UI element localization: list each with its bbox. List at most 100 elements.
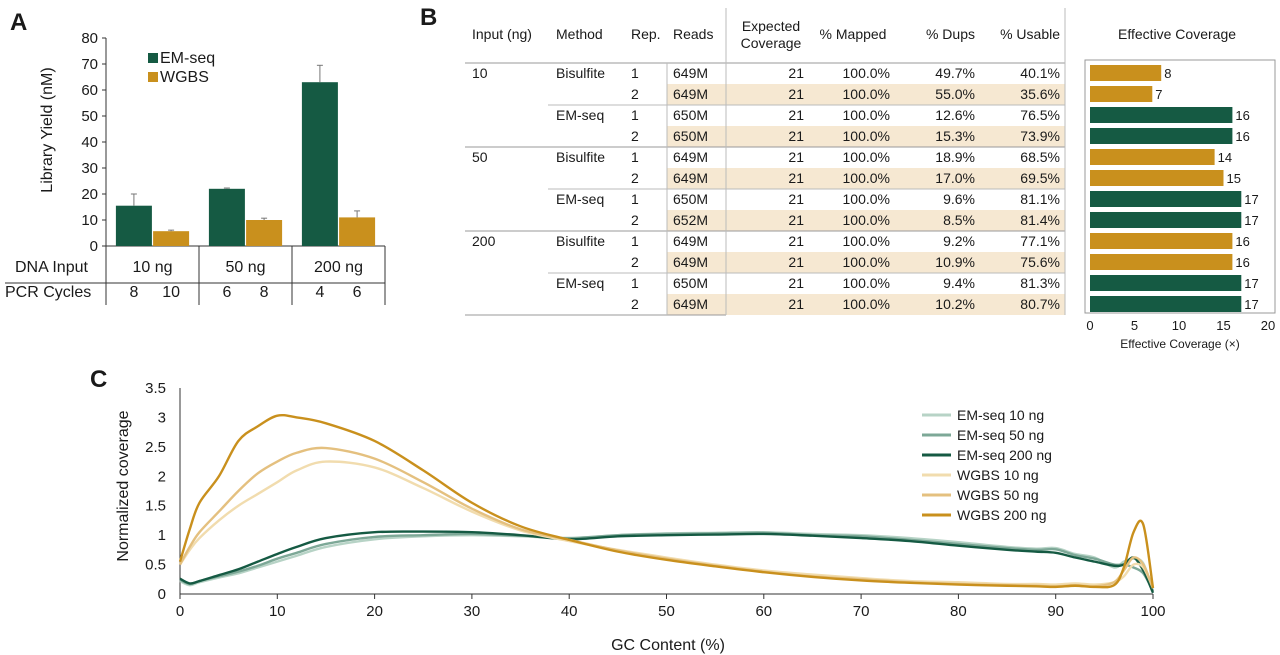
- cell-usable: 81.4%: [1020, 212, 1060, 228]
- legend-label: WGBS 200 ng: [957, 507, 1047, 523]
- cell-mapped: 100.0%: [843, 191, 890, 207]
- pcr-cycle-value: 10: [162, 284, 180, 301]
- panel-c-x-tick-label: 10: [269, 603, 286, 620]
- coverage-bar-label: 16: [1235, 129, 1249, 144]
- cell-usable: 81.3%: [1020, 275, 1060, 291]
- cell-expected-coverage: 21: [788, 296, 804, 312]
- cell-input: 10: [472, 65, 488, 81]
- coverage-bar: [1090, 254, 1233, 270]
- cell-rep: 2: [631, 212, 639, 228]
- panel-c-y-tick-label: 0: [158, 586, 166, 603]
- header-expected-coverage: Expected Coverage: [741, 18, 802, 51]
- cell-dups: 49.7%: [935, 65, 975, 81]
- cell-dups: 9.6%: [943, 191, 975, 207]
- dna-input-value: 200 ng: [314, 259, 363, 276]
- row-label-dna-input: DNA Input: [15, 259, 88, 276]
- pcr-cycle-value: 6: [222, 284, 231, 301]
- pcr-cycle-value: 8: [260, 284, 269, 301]
- cell-expected-coverage: 21: [788, 107, 804, 123]
- panel-a-y-tick-label: 0: [90, 238, 98, 255]
- cell-rep: 1: [631, 65, 639, 81]
- cell-mapped: 100.0%: [843, 275, 890, 291]
- coverage-bar-label: 7: [1155, 87, 1162, 102]
- panel-letter-a: A: [10, 9, 27, 36]
- panel-c-x-tick-label: 60: [755, 603, 772, 620]
- cell-mapped: 100.0%: [843, 128, 890, 144]
- coverage-bar-label: 8: [1164, 66, 1171, 81]
- coverage-x-axis-label: Effective Coverage (×): [1120, 337, 1240, 351]
- cell-rep: 2: [631, 254, 639, 270]
- coverage-chart-frame: [1084, 59, 1276, 314]
- cell-reads: 649M: [673, 65, 708, 81]
- coverage-x-tick-label: 0: [1086, 318, 1093, 333]
- pcr-cycle-value: 4: [315, 284, 324, 301]
- panel-c-line-chart: Normalized coverage GC Content (%) 0 0.5 1…: [115, 380, 1166, 654]
- panel-c-y-tick-label: 2.5: [145, 439, 166, 456]
- coverage-bar-label: 14: [1218, 150, 1232, 165]
- coverage-x-tick-label: 10: [1172, 318, 1186, 333]
- cell-reads: 650M: [673, 275, 708, 291]
- panel-letter-c: C: [90, 366, 107, 393]
- cell-method: Bisulfite: [556, 65, 605, 81]
- header-rep: Rep.: [631, 26, 661, 42]
- coverage-x-tick-label: 15: [1216, 318, 1230, 333]
- cell-expected-coverage: 21: [788, 128, 804, 144]
- cell-expected-coverage: 21: [788, 170, 804, 186]
- panel-c-x-tick-label: 100: [1140, 603, 1165, 620]
- cell-reads: 650M: [673, 191, 708, 207]
- panel-a-y-axis-label: Library Yield (nM): [39, 67, 56, 192]
- cell-reads: 652M: [673, 212, 708, 228]
- panel-a-y-tick-label: 50: [81, 108, 98, 125]
- cell-reads: 649M: [673, 233, 708, 249]
- cell-reads: 649M: [673, 296, 708, 312]
- legend-label-wgbs: WGBS: [160, 69, 209, 86]
- header-method: Method: [556, 26, 603, 42]
- coverage-bar-label: 15: [1227, 171, 1241, 186]
- panel-c-x-tick-label: 70: [853, 603, 870, 620]
- cell-reads: 649M: [673, 170, 708, 186]
- panel-b-table: Input (ng) Method Rep. Reads Expected Cov…: [465, 8, 1066, 316]
- panel-letter-b: B: [420, 4, 437, 31]
- pcr-cycle-value: 8: [129, 284, 138, 301]
- cell-mapped: 100.0%: [843, 296, 890, 312]
- panel-c-y-axis-label: Normalized coverage: [115, 410, 132, 561]
- header-usable: % Usable: [1000, 26, 1060, 42]
- dna-input-value: 10 ng: [132, 259, 172, 276]
- panel-c-y-tick-label: 3.5: [145, 380, 166, 397]
- series-line: [178, 460, 1155, 589]
- panel-a-y-tick-label: 10: [81, 212, 98, 229]
- cell-mapped: 100.0%: [843, 212, 890, 228]
- coverage-bar: [1090, 212, 1242, 228]
- legend-label: EM-seq 200 ng: [957, 447, 1052, 463]
- row-highlight: [667, 294, 1065, 315]
- panel-a-y-tick-label: 80: [81, 30, 98, 47]
- legend-label-emseq: EM-seq: [160, 50, 215, 67]
- panel-c-x-tick-label: 30: [464, 603, 481, 620]
- panel-a-y-tick-label: 40: [81, 134, 98, 151]
- cell-usable: 40.1%: [1020, 65, 1060, 81]
- cell-dups: 9.2%: [943, 233, 975, 249]
- bar-wgbs: [153, 231, 190, 246]
- cell-rep: 1: [631, 191, 639, 207]
- series-line: [178, 413, 1155, 589]
- coverage-bar: [1090, 86, 1153, 102]
- cell-usable: 77.1%: [1020, 233, 1060, 249]
- cell-rep: 1: [631, 107, 639, 123]
- coverage-x-tick-label: 5: [1131, 318, 1138, 333]
- coverage-bar: [1090, 191, 1242, 207]
- row-highlight: [667, 126, 1065, 147]
- panel-c-x-tick-label: 50: [658, 603, 675, 620]
- cell-dups: 8.5%: [943, 212, 975, 228]
- coverage-bar-label: 17: [1244, 213, 1258, 228]
- panel-b-effective-coverage-chart: Effective Coverage Effective Coverage (×…: [1084, 26, 1276, 351]
- cell-usable: 80.7%: [1020, 296, 1060, 312]
- panel-a-y-tick-label: 20: [81, 186, 98, 203]
- cell-rep: 2: [631, 296, 639, 312]
- coverage-bar-label: 16: [1235, 108, 1249, 123]
- cell-dups: 18.9%: [935, 149, 975, 165]
- cell-dups: 12.6%: [935, 107, 975, 123]
- cell-usable: 75.6%: [1020, 254, 1060, 270]
- cell-reads: 649M: [673, 149, 708, 165]
- panel-c-x-tick-label: 90: [1047, 603, 1064, 620]
